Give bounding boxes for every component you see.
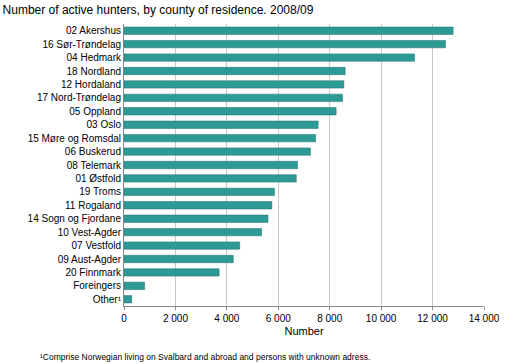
svg-text:Number: Number <box>284 325 323 337</box>
svg-text:0: 0 <box>121 313 127 324</box>
svg-text:Number of active hunters, by c: Number of active hunters, by county of r… <box>3 3 314 17</box>
svg-text:14 Sogn og Fjordane: 14 Sogn og Fjordane <box>28 213 122 224</box>
svg-text:01 Østfold: 01 Østfold <box>75 173 121 184</box>
svg-text:07 Vestfold: 07 Vestfold <box>72 240 121 251</box>
svg-text:2 000: 2 000 <box>163 313 188 324</box>
svg-text:19 Troms: 19 Troms <box>79 186 121 197</box>
svg-text:4 000: 4 000 <box>214 313 239 324</box>
svg-text:20 Finnmark: 20 Finnmark <box>65 267 122 278</box>
svg-text:10 Vest-Agder: 10 Vest-Agder <box>58 227 122 238</box>
svg-text:12 000: 12 000 <box>417 313 448 324</box>
svg-text:Foreingers: Foreingers <box>73 280 121 291</box>
svg-text:17 Nord-Trøndelag: 17 Nord-Trøndelag <box>37 92 121 103</box>
svg-text:16 Sør-Trøndelag: 16 Sør-Trøndelag <box>42 39 121 50</box>
svg-text:11 Rogaland: 11 Rogaland <box>65 200 121 211</box>
svg-text:8 000: 8 000 <box>317 313 342 324</box>
svg-text:02 Akershus: 02 Akershus <box>66 25 121 36</box>
svg-text:¹Comprise Norwegian living on: ¹Comprise Norwegian living on Svalbard a… <box>40 352 370 362</box>
svg-text:06 Buskerud: 06 Buskerud <box>65 146 121 157</box>
svg-text:04 Hedmark: 04 Hedmark <box>67 52 122 63</box>
svg-text:03 Oslo: 03 Oslo <box>87 119 122 130</box>
svg-text:18 Nordland: 18 Nordland <box>67 66 121 77</box>
svg-text:10 000: 10 000 <box>366 313 397 324</box>
svg-text:08 Telemark: 08 Telemark <box>67 160 122 171</box>
svg-text:12 Hordaland: 12 Hordaland <box>61 79 121 90</box>
svg-text:14 000: 14 000 <box>469 313 500 324</box>
svg-text:15 Møre og Romsdal: 15 Møre og Romsdal <box>28 133 121 144</box>
svg-text:Other¹: Other¹ <box>93 294 122 305</box>
svg-text:09 Aust-Agder: 09 Aust-Agder <box>58 254 122 265</box>
svg-text:05 Oppland: 05 Oppland <box>69 106 121 117</box>
svg-text:6 000: 6 000 <box>266 313 291 324</box>
